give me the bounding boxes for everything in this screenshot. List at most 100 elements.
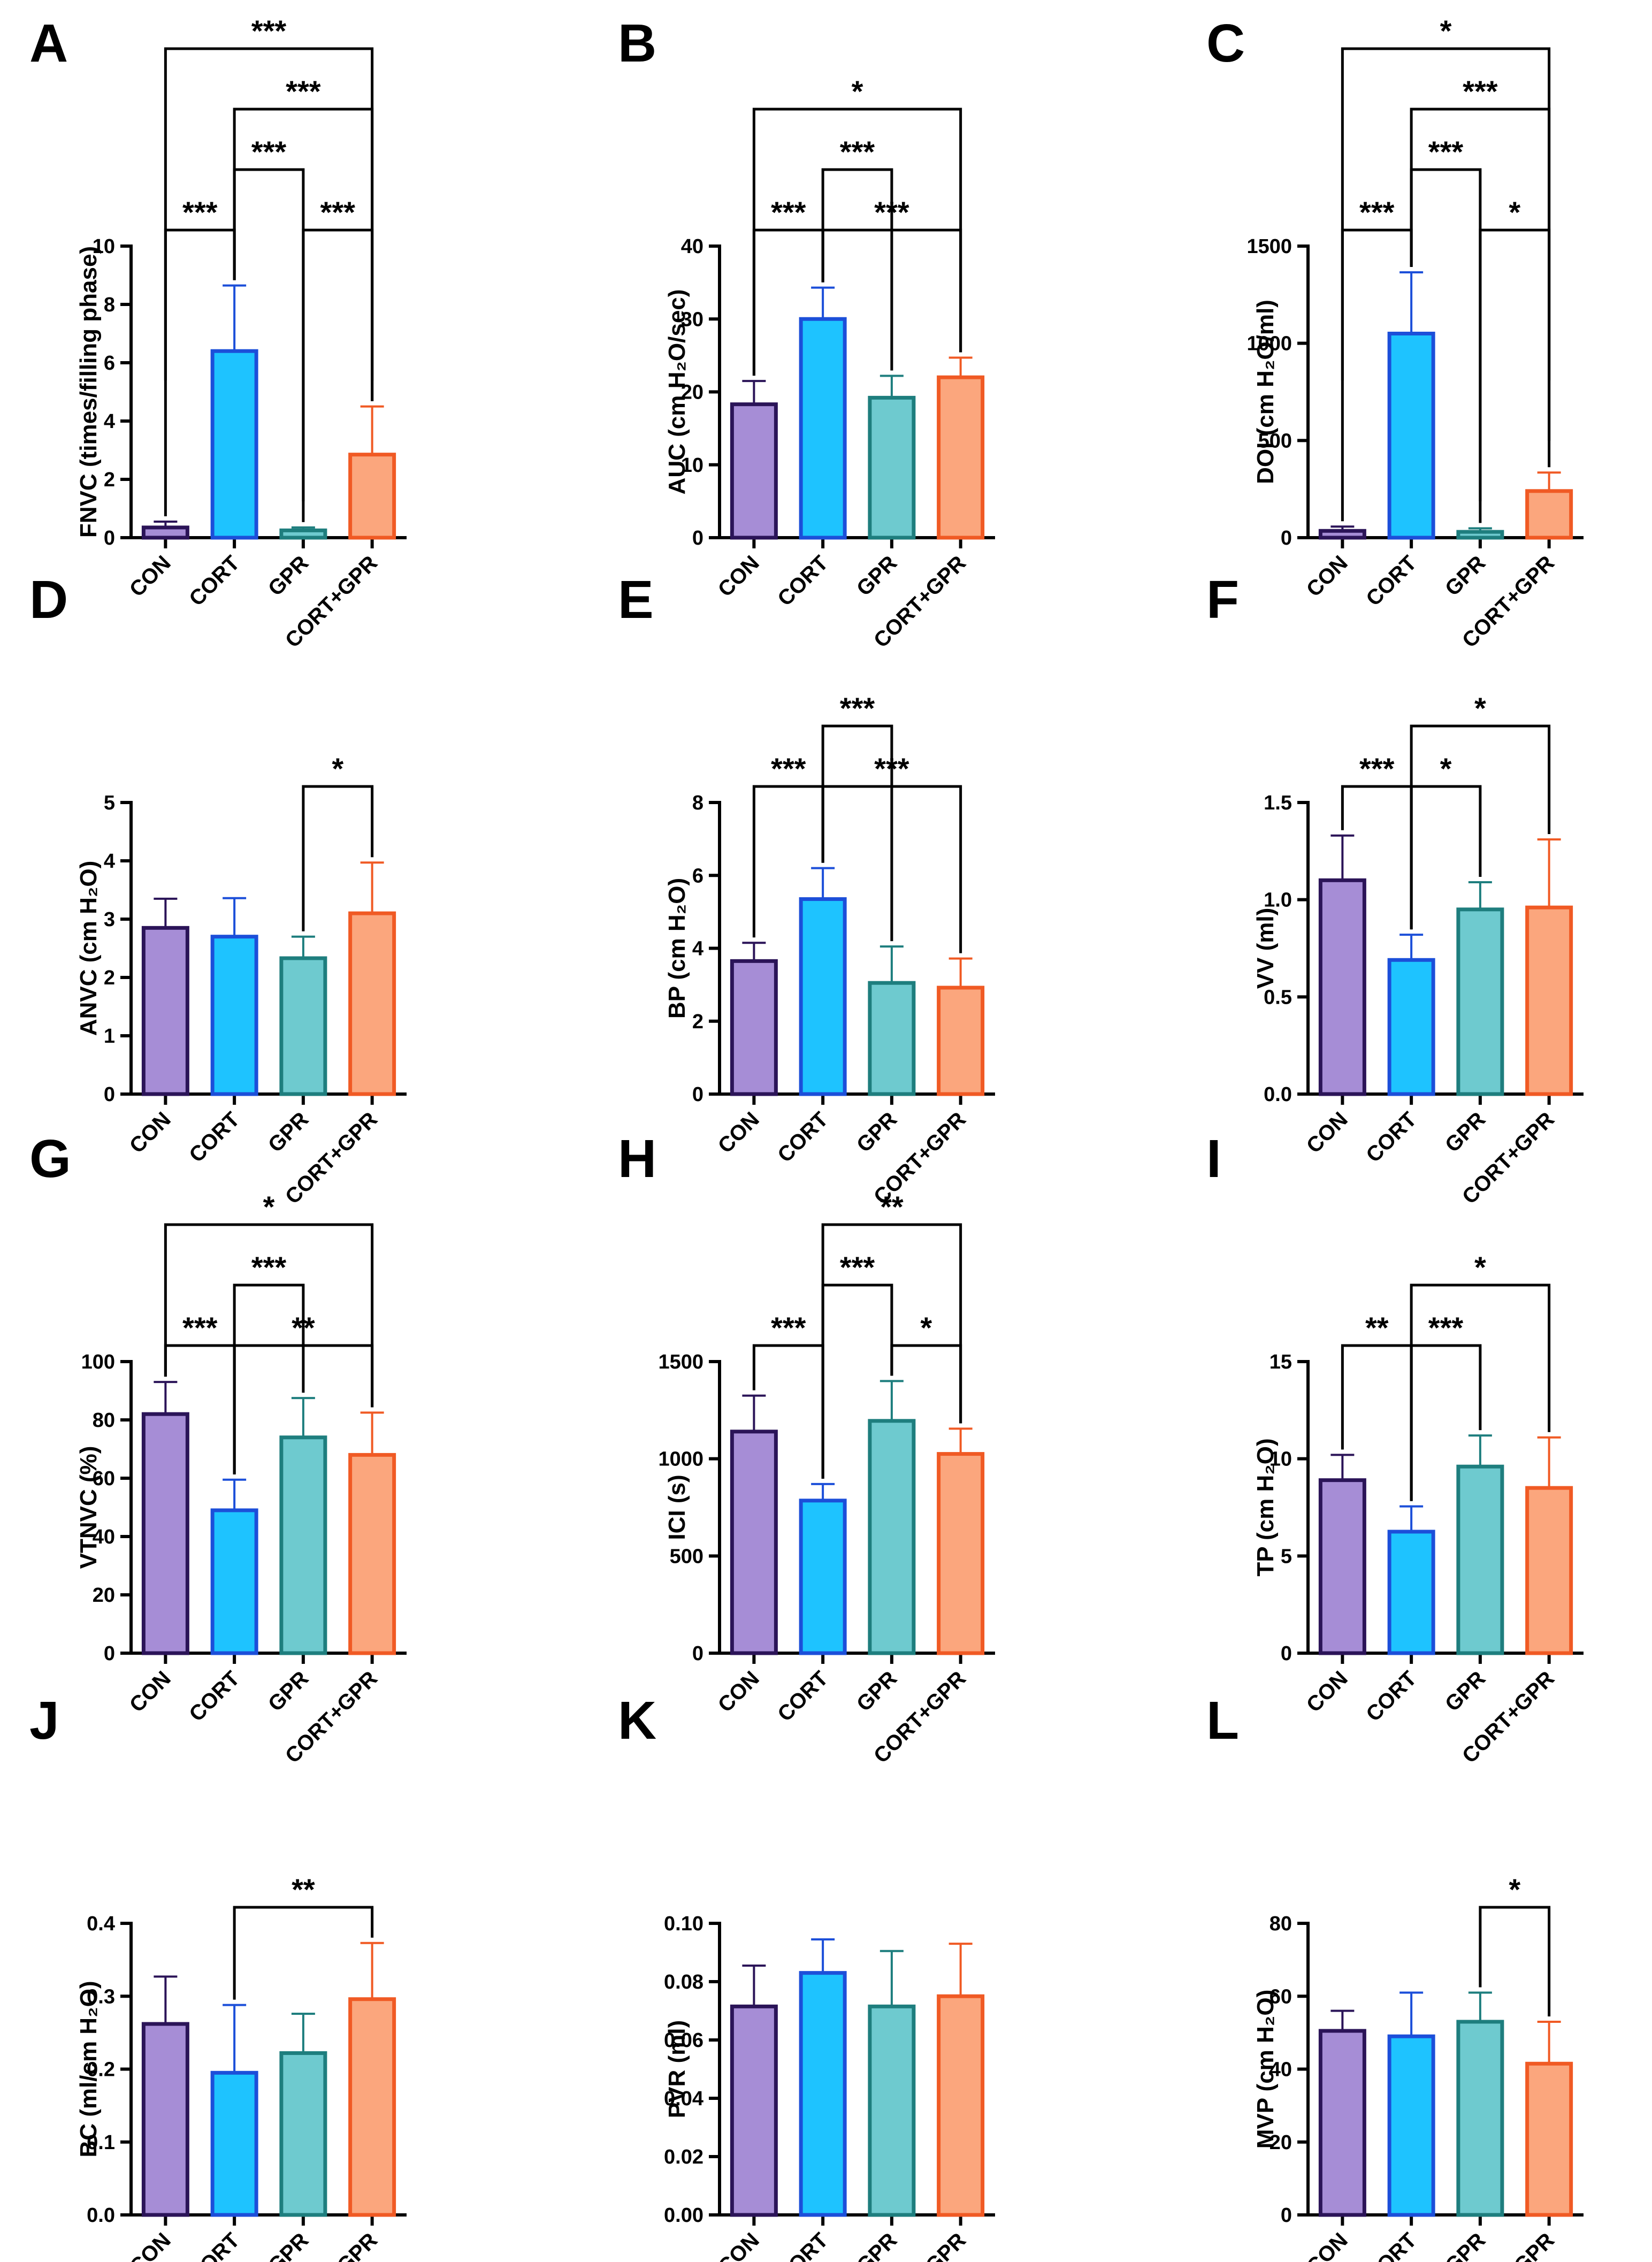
bar-gpr [279, 956, 327, 1096]
y-axis-title: BP (cm H₂O) [664, 878, 690, 1019]
bar-cort-gpr [1525, 905, 1573, 1096]
y-tick-label: 0.0 [1264, 1083, 1292, 1106]
category-label: CORT [1362, 1667, 1421, 1726]
category-label: CORT [773, 2228, 832, 2262]
bar-gpr [868, 2004, 916, 2217]
category-label: CON [1302, 1107, 1352, 1158]
bar-cort [1387, 332, 1435, 540]
bar-cort-gpr [937, 985, 985, 1096]
category-label: GPR [852, 1667, 901, 1716]
bar-gpr [279, 528, 327, 540]
significance-bracket [821, 168, 893, 371]
significance-label: * [1509, 1873, 1520, 1906]
y-tick-label: 0.3 [87, 1985, 115, 2008]
significance-label: *** [251, 135, 287, 169]
panel-letter: C [1206, 13, 1245, 73]
category-label: CORT [185, 2228, 244, 2262]
bar-gpr [279, 2051, 327, 2217]
bar-gpr [279, 1435, 327, 1655]
y-tick-label: 0.06 [664, 2029, 703, 2052]
y-tick-label: 1.5 [1264, 792, 1292, 814]
panel-letter: G [29, 1129, 71, 1189]
y-tick-label: 0 [104, 527, 115, 549]
significance-bracket [164, 47, 374, 380]
bar-gpr [1456, 530, 1504, 540]
bar-cort-gpr [348, 911, 396, 1096]
y-axis-title: BC (ml/cm H₂O) [75, 1981, 102, 2157]
bar-cort-gpr [937, 1452, 985, 1655]
y-tick-label: 0 [692, 1642, 703, 1665]
panel-letter: K [618, 1691, 656, 1751]
bar-con [1318, 1478, 1366, 1655]
y-tick-label: 80 [93, 1409, 115, 1432]
significance-label: ** [1365, 1311, 1389, 1344]
panel-a: A FNVC (times/filling phase)0 2 4 6 8 10 CON COR… [29, 13, 407, 652]
category-label: CON [125, 551, 175, 601]
significance-label: *** [840, 691, 875, 725]
y-tick-label: 3 [104, 908, 115, 931]
significance-label: * [1440, 14, 1452, 48]
category-label: GPR [852, 1107, 901, 1157]
y-tick-label: 10 [681, 454, 703, 477]
y-tick-label: 2 [104, 967, 115, 989]
panel-letter: H [618, 1129, 656, 1189]
y-tick-label: 0 [1281, 527, 1292, 549]
significance-label: *** [251, 1250, 287, 1284]
y-axis-title: AUC (cm H₂O/sec) [664, 289, 690, 495]
y-tick-label: 0.10 [664, 1913, 703, 1935]
category-label: CON [1302, 2228, 1352, 2262]
y-tick-label: 1000 [1246, 333, 1292, 355]
significance-label: *** [1428, 1311, 1464, 1344]
category-label: CON [1302, 1667, 1352, 1717]
category-label: CON [125, 1107, 175, 1158]
bar-con [141, 1412, 189, 1655]
significance-label: *** [182, 1311, 218, 1344]
y-tick-label: 20 [1269, 2131, 1292, 2154]
category-label: CON [125, 2228, 175, 2262]
significance-label: *** [1359, 195, 1395, 229]
significance-label: *** [840, 1250, 875, 1284]
y-tick-label: 0 [104, 1642, 115, 1665]
y-tick-label: 60 [1269, 1985, 1292, 2008]
category-label: GPR [1441, 551, 1490, 600]
y-axis-title: PVR (ml) [664, 2020, 690, 2118]
bar-cort [799, 1971, 847, 2217]
bar-cort [210, 349, 258, 540]
significance-label: *** [251, 14, 287, 48]
bar-cort-gpr [937, 375, 985, 540]
y-tick-label: 0.2 [87, 2059, 115, 2081]
significance-label: *** [320, 195, 356, 229]
category-label: GPR [264, 551, 313, 600]
category-label: GPR [852, 2228, 901, 2262]
y-tick-label: 20 [681, 381, 703, 404]
y-tick-label: 1500 [658, 1351, 703, 1373]
significance-bracket [1341, 1344, 1413, 1501]
category-label: GPR [264, 2228, 313, 2262]
y-tick-label: 0.5 [1264, 986, 1292, 1008]
bar-cort-gpr [348, 1997, 396, 2217]
bar-con [141, 2022, 189, 2217]
significance-label: * [1474, 1250, 1486, 1284]
category-label: CORT [773, 1107, 832, 1167]
y-tick-label: 40 [1269, 2059, 1292, 2081]
significance-label: ** [292, 1873, 315, 1906]
bar-cort-gpr [348, 1453, 396, 1655]
panel-letter: D [29, 570, 68, 630]
bar-con [730, 959, 778, 1096]
significance-label: ** [880, 1190, 904, 1224]
significance-label: *** [771, 1311, 806, 1344]
bar-con [1318, 878, 1366, 1096]
y-tick-label: 0.08 [664, 1971, 703, 1993]
y-tick-label: 1.0 [1264, 889, 1292, 912]
bar-con [730, 402, 778, 540]
y-tick-label: 0 [1281, 1642, 1292, 1665]
y-tick-label: 0.0 [87, 2204, 115, 2227]
y-tick-label: 6 [104, 352, 115, 375]
category-label: CORT [773, 551, 832, 610]
bar-cort [1387, 1530, 1435, 1655]
